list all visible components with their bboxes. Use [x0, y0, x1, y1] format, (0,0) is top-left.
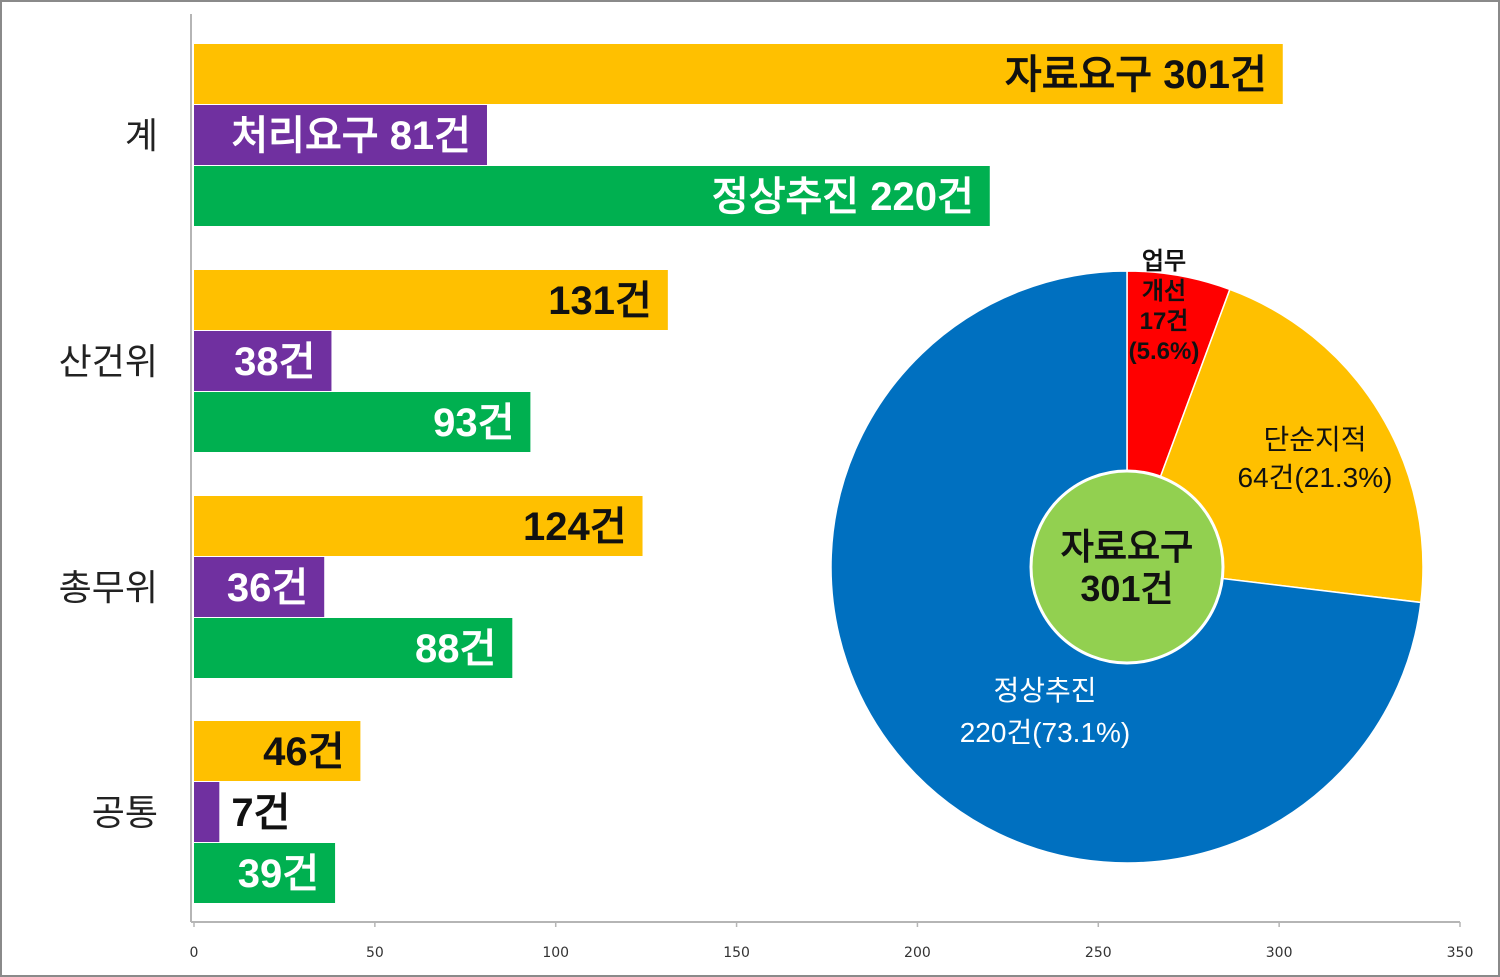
- x-tick-label: 350: [1447, 945, 1474, 961]
- bar-normal: [194, 843, 336, 903]
- bar-value-label: 131건: [548, 279, 652, 323]
- x-tick-label: 0: [190, 945, 199, 961]
- bar-total: [194, 270, 668, 330]
- x-tick-label: 150: [723, 945, 750, 961]
- x-tick-label: 300: [1266, 945, 1293, 961]
- bar-total: [194, 44, 1283, 104]
- pie-center-circle: [1029, 469, 1225, 665]
- bar-total: [194, 721, 361, 781]
- bar-value-label: 자료요구 301건: [1005, 53, 1267, 97]
- x-tick-label: 50: [366, 945, 384, 961]
- bar-value-label: 124건: [523, 505, 627, 549]
- bar-total: [194, 496, 643, 556]
- category-label: 총무위: [59, 568, 158, 609]
- bar-action: [194, 331, 332, 391]
- pie-slice-label: 업무: [1142, 248, 1186, 275]
- x-tick-label: 200: [904, 945, 931, 961]
- pie-center-label: 301건: [1080, 568, 1173, 609]
- x-tick-label: 100: [542, 945, 569, 961]
- bar-normal: [194, 618, 513, 678]
- bar-value-label: 7건: [231, 791, 290, 835]
- category-label: 계: [125, 116, 158, 157]
- pie-slice-label: 단순지적: [1263, 424, 1366, 455]
- bar-normal: [194, 166, 990, 226]
- bar-action: [194, 105, 487, 165]
- category-label: 공통: [92, 793, 158, 834]
- bar-value-label: 88건: [415, 627, 496, 671]
- bar-value-label: 처리요구 81건: [231, 114, 471, 158]
- bar-value-label: 정상추진 220건: [712, 175, 974, 219]
- bar-value-label: 38건: [234, 340, 315, 384]
- bar-value-label: 36건: [227, 566, 308, 610]
- pie-slice-label: 개선: [1142, 278, 1186, 305]
- bar-value-label: 39건: [238, 852, 319, 896]
- x-tick-label: 250: [1085, 945, 1112, 961]
- bar-value-label: 93건: [433, 401, 514, 445]
- bar-action: [194, 782, 220, 842]
- pie-slice-label: 64건(21.3%): [1238, 462, 1393, 493]
- pie-center-label: 자료요구: [1061, 526, 1193, 567]
- pie-slice-label: 17건: [1140, 308, 1189, 335]
- bar-value-label: 46건: [263, 730, 344, 774]
- pie-slice-label: (5.6%): [1129, 338, 1200, 365]
- category-label: 산건위: [59, 342, 158, 383]
- pie-slice-label: 220건(73.1%): [960, 717, 1131, 748]
- pie-slice-label: 정상추진: [993, 675, 1096, 706]
- bar-normal: [194, 392, 531, 452]
- bar-action: [194, 557, 325, 617]
